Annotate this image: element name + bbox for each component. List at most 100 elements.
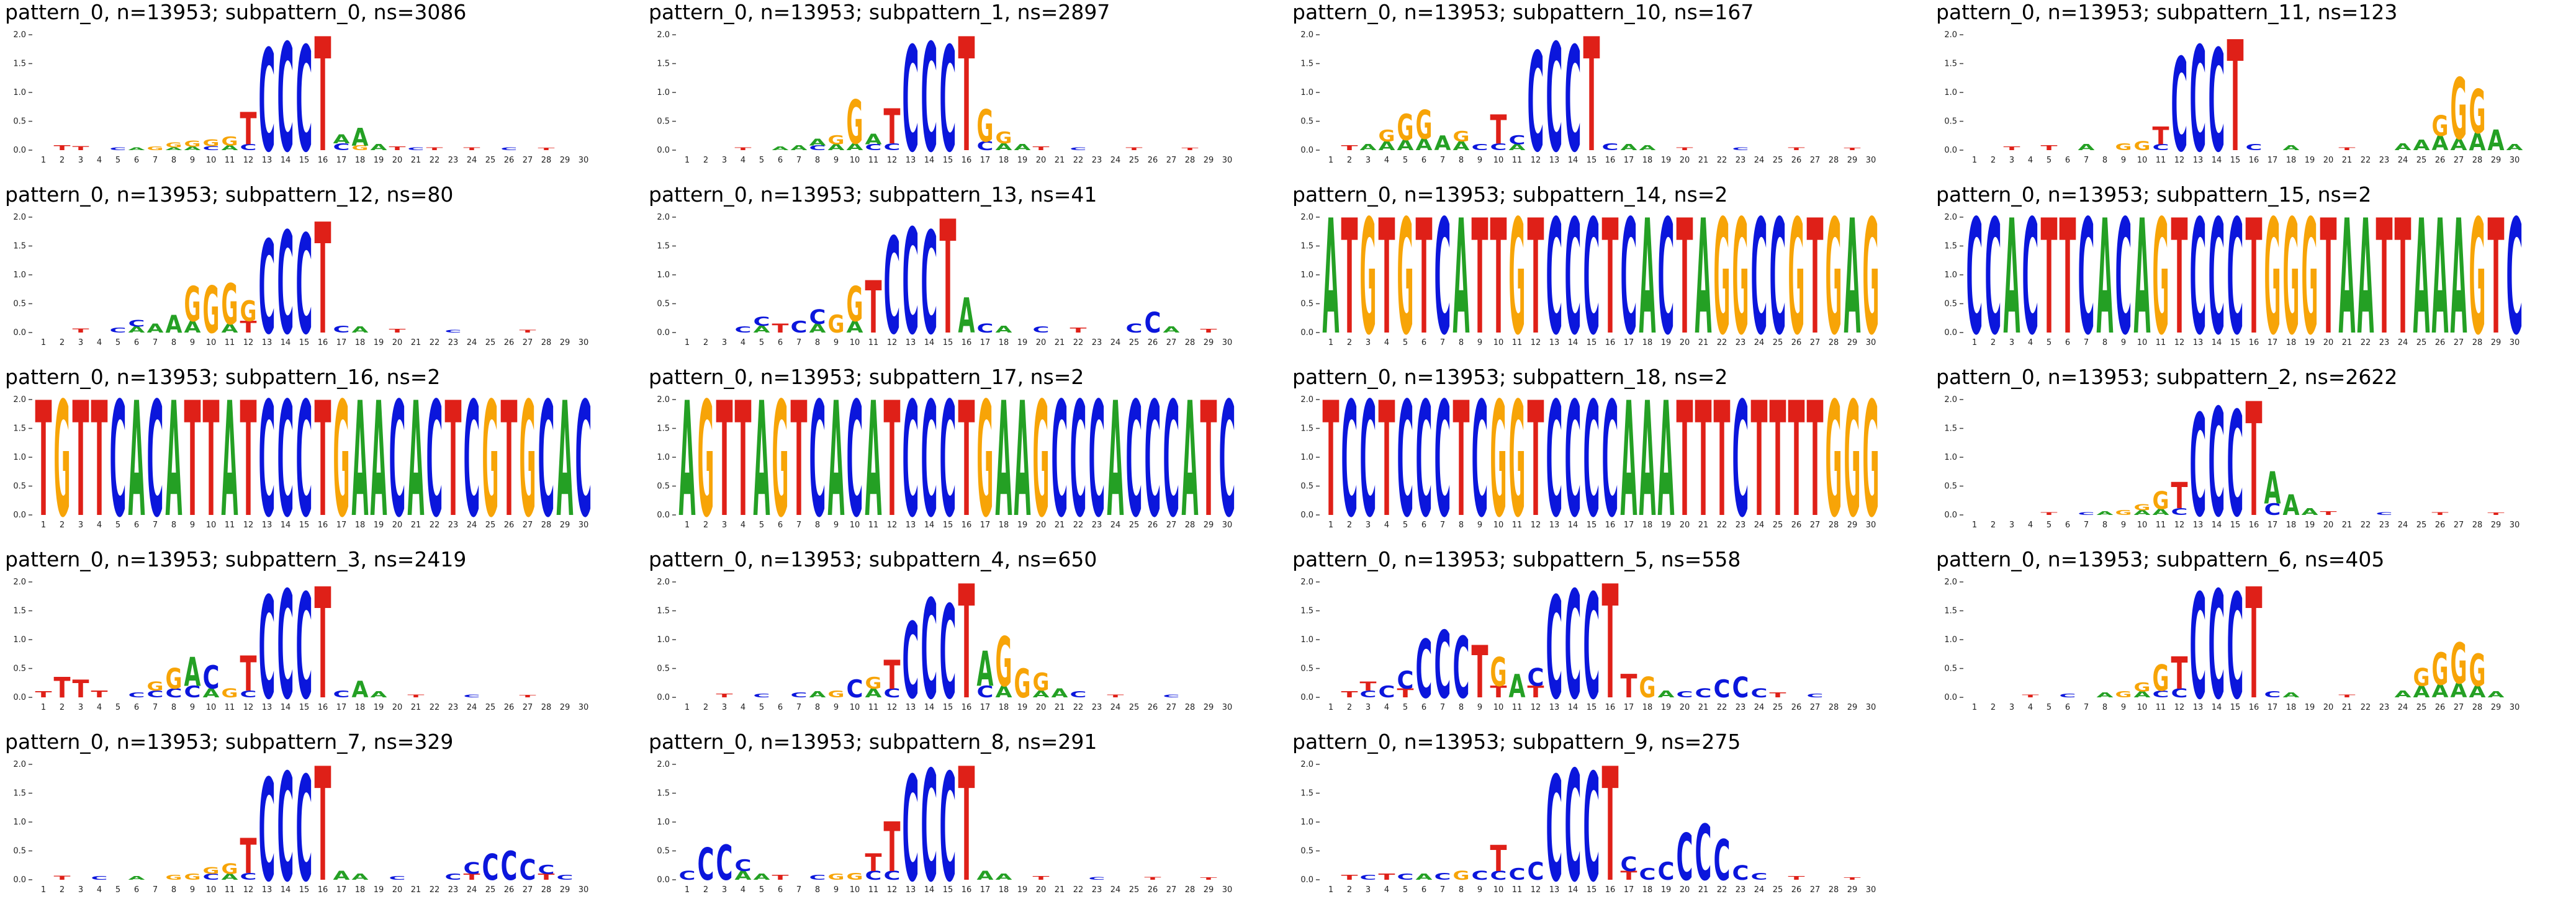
axis-tick-label: 16 (2249, 156, 2259, 165)
axis-tick-label: 26 (504, 521, 515, 530)
axis-tick-label: 24 (2398, 338, 2408, 347)
axis-tick-label: 1.5 (657, 789, 670, 798)
axis-tick-label: 3 (722, 703, 727, 712)
logo-letter-G: G (166, 874, 182, 881)
axis-tick-label: 16 (318, 156, 328, 165)
logo-letter-T: T (389, 146, 407, 151)
logo-letter-T: T (1145, 876, 1162, 881)
axis-tick-label: 27 (523, 885, 533, 895)
axis-tick-label: 28 (2472, 521, 2483, 530)
logo-letter-C: C (1528, 26, 1544, 181)
logo-letter-A: A (865, 391, 882, 546)
logo-letter-A: A (754, 324, 770, 336)
logo-letter-A: A (2469, 128, 2486, 156)
logo-letter-C: C (2171, 686, 2188, 700)
logo-letter-A: A (166, 146, 183, 151)
logo-letter-A: A (371, 391, 387, 546)
axis-tick-label: 20 (392, 521, 403, 530)
axis-tick-label: 7 (796, 521, 801, 530)
logo-letter-C: C (903, 208, 919, 364)
axis-tick-label: 25 (1773, 338, 1783, 347)
logo-letter-T: T (1528, 683, 1544, 702)
axis-tick-label: 18 (355, 521, 366, 530)
axis-tick-label: 0.0 (1300, 693, 1313, 702)
logo-letter-T: T (2004, 146, 2021, 151)
axis-tick-label: 12 (1531, 156, 1541, 165)
axis-tick-label: 6 (778, 885, 783, 895)
logo-letter-T: T (73, 145, 90, 151)
axis-tick-label: 16 (961, 521, 972, 530)
logo-plot: pattern_0, n=13953; subpattern_9, ns=275… (1287, 730, 1931, 912)
axis-tick-label: 1.5 (657, 607, 670, 616)
axis-tick-label: 0.5 (657, 117, 670, 127)
logo-letter-T: T (73, 675, 89, 703)
logo-letter-G: G (865, 674, 882, 693)
logo-letter-T: T (1070, 326, 1087, 334)
axis-tick-label: 2 (1347, 703, 1352, 712)
axis-tick-label: 30 (1866, 703, 1876, 712)
logo-letter-C: C (921, 26, 938, 181)
axis-tick-label: 13 (2193, 338, 2204, 347)
logo-letter-C: C (1807, 693, 1824, 699)
logo-letter-G: G (1453, 128, 1470, 145)
axis-tick-label: 21 (1698, 521, 1709, 530)
logo-letter-A: A (2283, 489, 2300, 522)
axis-tick-label: 2.0 (1300, 395, 1313, 405)
logo-letter-C: C (884, 210, 901, 364)
axis-tick-label: 20 (1036, 885, 1047, 895)
logo-letter-C: C (575, 391, 592, 546)
logo-letter-C: C (445, 329, 462, 334)
logo-plot: pattern_0, n=13953; subpattern_1, ns=289… (644, 0, 1287, 182)
logo-letter-C: C (2264, 501, 2281, 519)
axis-tick-label: 1.0 (657, 635, 670, 645)
axis-tick-label: 18 (1642, 703, 1653, 712)
axis-tick-label: 29 (2491, 521, 2502, 530)
axis-tick-label: 20 (1036, 338, 1047, 347)
axis-tick-label: 6 (778, 156, 783, 165)
axis-tick-label: 23 (1092, 156, 1102, 165)
logo-letter-G: G (1033, 391, 1050, 546)
logo-plot: pattern_0, n=13953; subpattern_7, ns=329… (0, 730, 644, 912)
axis-tick-label: 7 (2084, 703, 2089, 712)
plot-title: pattern_0, n=13953; subpattern_8, ns=291 (649, 730, 1097, 754)
axis-tick-label: 0.5 (13, 482, 26, 491)
axis-tick-label: 27 (523, 338, 533, 347)
axis-tick-label: 16 (1605, 703, 1616, 712)
axis-tick-label: 20 (392, 885, 403, 895)
axis-tick-label: 0.0 (657, 328, 670, 338)
logo-letter-G: G (1714, 208, 1731, 364)
axis-tick-label: 21 (2342, 521, 2353, 530)
axis-tick-label: 1.5 (1944, 242, 1957, 251)
axis-tick-label: 2.0 (13, 578, 26, 587)
logo-letter-C: C (203, 145, 220, 151)
axis-tick-label: 12 (243, 885, 254, 895)
axis-tick-label: 1 (685, 156, 690, 165)
axis-tick-label: 22 (1717, 338, 1727, 347)
axis-tick-label: 27 (523, 521, 533, 530)
axis-tick-label: 15 (2230, 521, 2241, 530)
logo-letter-A: A (1453, 208, 1470, 364)
axis-tick-label: 30 (1222, 521, 1233, 530)
logo-plot: pattern_0, n=13953; subpattern_17, ns=2 0… (644, 365, 1287, 547)
axis-tick-label: 19 (374, 338, 384, 347)
logo-letter-G: G (520, 391, 536, 546)
axis-tick-label: 22 (2361, 703, 2371, 712)
axis-tick-label: 4 (1384, 885, 1389, 895)
axis-tick-label: 26 (1148, 338, 1158, 347)
logo-plot: pattern_0, n=13953; subpattern_5, ns=558… (1287, 547, 1931, 730)
axis-tick-label: 25 (485, 338, 496, 347)
logo-letter-T: T (1126, 146, 1143, 151)
logo-letter-C: C (1732, 862, 1749, 885)
axis-tick-label: 2 (1347, 521, 1352, 530)
axis-tick-label: 1 (1972, 156, 1977, 165)
logo-letter-A: A (2432, 132, 2449, 156)
axis-tick-label: 0.0 (1944, 693, 1957, 702)
logo-letter-G: G (352, 144, 369, 151)
axis-tick-label: 12 (243, 521, 254, 530)
logo-letter-C: C (1658, 208, 1675, 364)
logo-letter-C: C (1509, 133, 1526, 148)
axis-tick-label: 16 (2249, 338, 2259, 347)
axis-tick-label: 5 (759, 703, 764, 712)
axis-tick-label: 29 (560, 156, 570, 165)
logo-letter-C: C (1490, 869, 1507, 883)
